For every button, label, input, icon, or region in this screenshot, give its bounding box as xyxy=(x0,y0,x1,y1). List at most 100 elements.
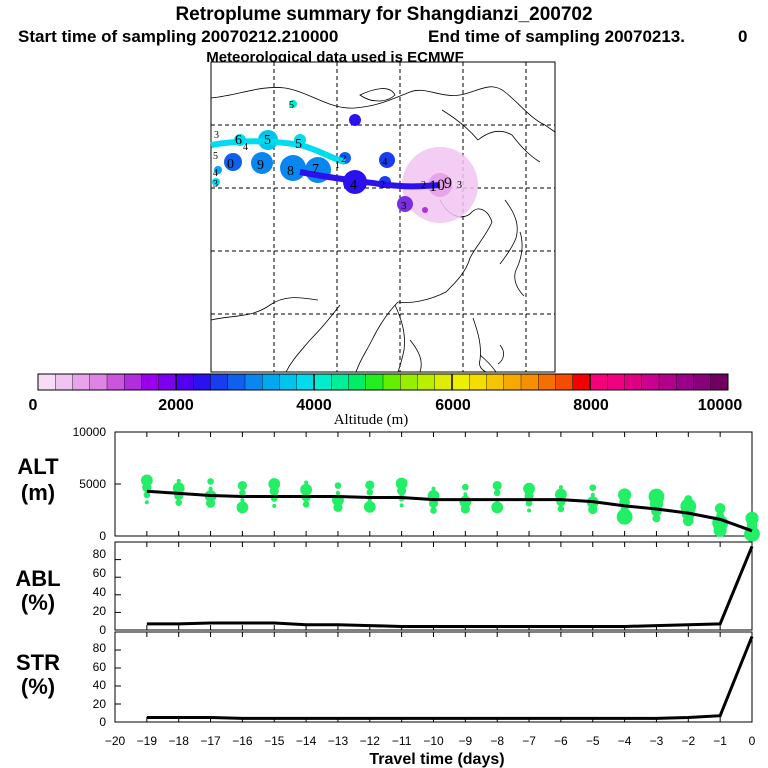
map-label: 1 xyxy=(429,178,437,195)
alt-plume-dot xyxy=(652,514,661,523)
colorbar-tick-label: 0 xyxy=(29,397,38,414)
alt-plume-dot xyxy=(176,478,181,483)
alt-plume-dot xyxy=(523,482,535,495)
alt-plume-dot xyxy=(237,480,247,491)
alt-panel: ALT (m) 10000 5000 0 xyxy=(17,425,760,543)
map-grid xyxy=(211,62,555,372)
trajectory-map: 5 3 6 4 5 5 5 4 0 9 8 7 2 4 4 1 2 3 3 1 … xyxy=(210,61,556,373)
alt-plume-dot xyxy=(300,483,312,496)
colorbar-frame xyxy=(37,373,729,391)
alt-plume-dot xyxy=(272,503,277,508)
alt-plume-dot xyxy=(459,495,472,508)
alt-ylabel-line2: (m) xyxy=(21,480,55,505)
alt-plume-dot xyxy=(590,492,595,497)
x-tick-label: −19 xyxy=(137,734,158,748)
map-label: 3 xyxy=(401,200,407,212)
colorbar-tick-label: 6000 xyxy=(435,397,471,414)
alt-plume-dot xyxy=(143,491,151,499)
x-tick-label: −20 xyxy=(105,734,126,748)
str-plot-area xyxy=(114,632,754,723)
str-ytick: 40 xyxy=(93,678,107,692)
alt-plume-dot xyxy=(492,480,502,491)
abl-panel: ABL (%) 80 60 40 20 0 xyxy=(15,541,754,637)
map-label: 8 xyxy=(287,164,294,179)
alt-plume-dot xyxy=(618,488,632,502)
alt-plume-dot xyxy=(395,477,408,490)
map-label: 0 xyxy=(437,177,445,194)
colorbar-cell xyxy=(400,373,418,391)
colorbar-cell xyxy=(158,373,177,391)
x-tick-label: −15 xyxy=(264,734,285,748)
x-tick-label: −6 xyxy=(554,734,568,748)
alt-plume-dot xyxy=(616,508,633,525)
alt-plume-dot xyxy=(714,503,726,514)
alt-plume-dot xyxy=(365,480,375,490)
alt-plume-dot xyxy=(555,488,567,501)
map-label: 4 xyxy=(350,178,357,193)
abl-ylabel-line1: ABL xyxy=(15,566,60,591)
colorbar-tick-label: 10000 xyxy=(698,397,743,414)
colorbar-cell xyxy=(89,373,108,391)
x-tick-label: −11 xyxy=(392,734,412,748)
alt-ytick: 5000 xyxy=(79,477,106,491)
colorbar-cell xyxy=(624,373,643,391)
alt-plume-dot xyxy=(527,508,532,513)
map-frame xyxy=(210,61,556,373)
map-label: 3 xyxy=(457,180,462,191)
alt-plume-dot xyxy=(172,482,185,495)
alt-plume-dot xyxy=(684,495,693,504)
colorbar-cell xyxy=(451,373,470,391)
str-ytick: 80 xyxy=(93,641,107,655)
colorbar-cell xyxy=(348,373,367,391)
alt-plume-dot xyxy=(239,489,246,497)
map-label: 3 xyxy=(214,130,219,141)
alt-plume-dot xyxy=(175,499,182,507)
x-tick-label: −9 xyxy=(459,734,473,748)
map-label: 5 xyxy=(295,137,302,152)
map-label: 2 xyxy=(341,153,347,165)
colorbar-label: Altitude (m) xyxy=(334,412,409,428)
colorbar-cell xyxy=(382,373,401,391)
abl-ytick: 0 xyxy=(99,623,106,637)
x-axis-tick-labels: −20 −19 −18 −17 −16 −15 −14 −13 −12 −11 −10 −9 −8 −7−… xyxy=(105,734,756,748)
colorbar-tick-label: 8000 xyxy=(573,397,609,414)
colorbar-cell xyxy=(658,373,677,391)
x-tick-label: −14 xyxy=(296,734,317,748)
colorbar-cell xyxy=(331,373,349,391)
alt-plume-dot xyxy=(144,500,149,505)
x-tick-label: 0 xyxy=(749,734,756,748)
alt-plume-dot xyxy=(462,483,469,491)
alt-plume-dot xyxy=(334,482,342,489)
colorbar-tick-label: 4000 xyxy=(296,397,332,414)
map-label: 5 xyxy=(264,133,271,148)
map-label: 5 xyxy=(213,151,218,162)
alt-plume-dot xyxy=(363,500,376,513)
map-label: 4 xyxy=(243,142,248,153)
colorbar-cell xyxy=(555,373,574,391)
colorbar-cell xyxy=(469,373,487,391)
x-axis-label: Travel time (days) xyxy=(369,751,504,768)
alt-plume-dot xyxy=(558,485,563,490)
map-label: 9 xyxy=(444,175,452,192)
colorbar-cell xyxy=(693,373,712,391)
abl-median-line xyxy=(146,545,754,628)
x-tick-label: −2 xyxy=(681,734,695,748)
abl-ylabel-line2: (%) xyxy=(21,590,55,615)
altitude-colorbar: 0 2000 4000 6000 8000 10000 Altitude (m) xyxy=(29,373,743,428)
colorbar-cell xyxy=(641,373,660,391)
map-label: 2 xyxy=(380,180,385,191)
coastlines xyxy=(210,86,556,373)
abl-panel-frame xyxy=(114,541,753,631)
map-label: 6 xyxy=(235,133,242,148)
colorbar-cell xyxy=(486,373,505,391)
alt-plume-dot xyxy=(491,501,504,514)
map-label: 1 xyxy=(335,160,340,171)
start-time: Start time of sampling 20070212.210000 xyxy=(18,27,338,46)
abl-ytick: 80 xyxy=(93,547,107,561)
colorbar-cell xyxy=(520,373,539,391)
colorbar-cells xyxy=(37,373,729,391)
alt-ytick: 10000 xyxy=(73,425,107,439)
x-tick-label: −13 xyxy=(328,734,349,748)
colorbar-cell xyxy=(589,373,608,391)
